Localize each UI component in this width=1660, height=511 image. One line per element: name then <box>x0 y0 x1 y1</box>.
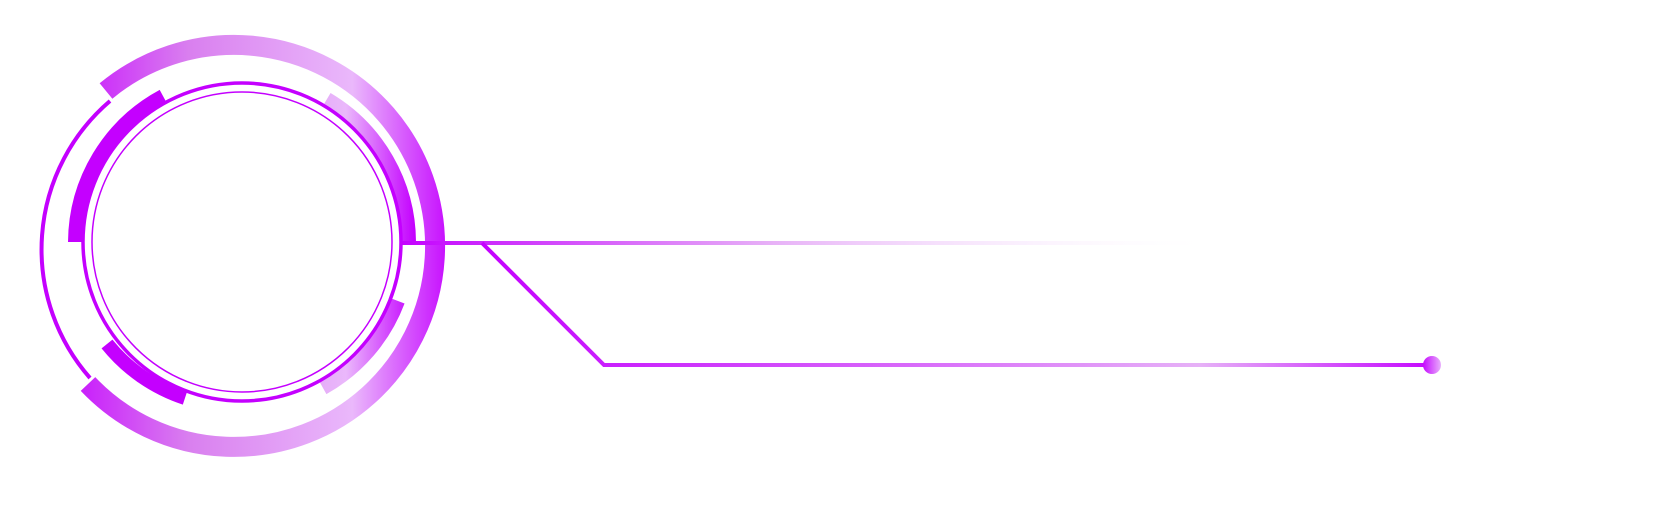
inner-ring-thin-outer <box>81 81 403 403</box>
ring-frame-icon <box>39 34 446 457</box>
outer-ring-thin-arc <box>39 99 112 380</box>
inner-ring-thin-inner <box>91 91 393 393</box>
callout-leader-line <box>480 241 1428 367</box>
connector-dot-icon <box>1423 356 1441 374</box>
callout-connector <box>400 241 1441 374</box>
inner-ring-segment-top-right <box>323 92 416 243</box>
outer-ring-arc <box>80 34 446 457</box>
inner-ring-segment-right <box>319 298 405 395</box>
inner-ring-segment-bottom-left <box>101 339 188 405</box>
inner-ring-segment-top-left <box>68 89 167 243</box>
